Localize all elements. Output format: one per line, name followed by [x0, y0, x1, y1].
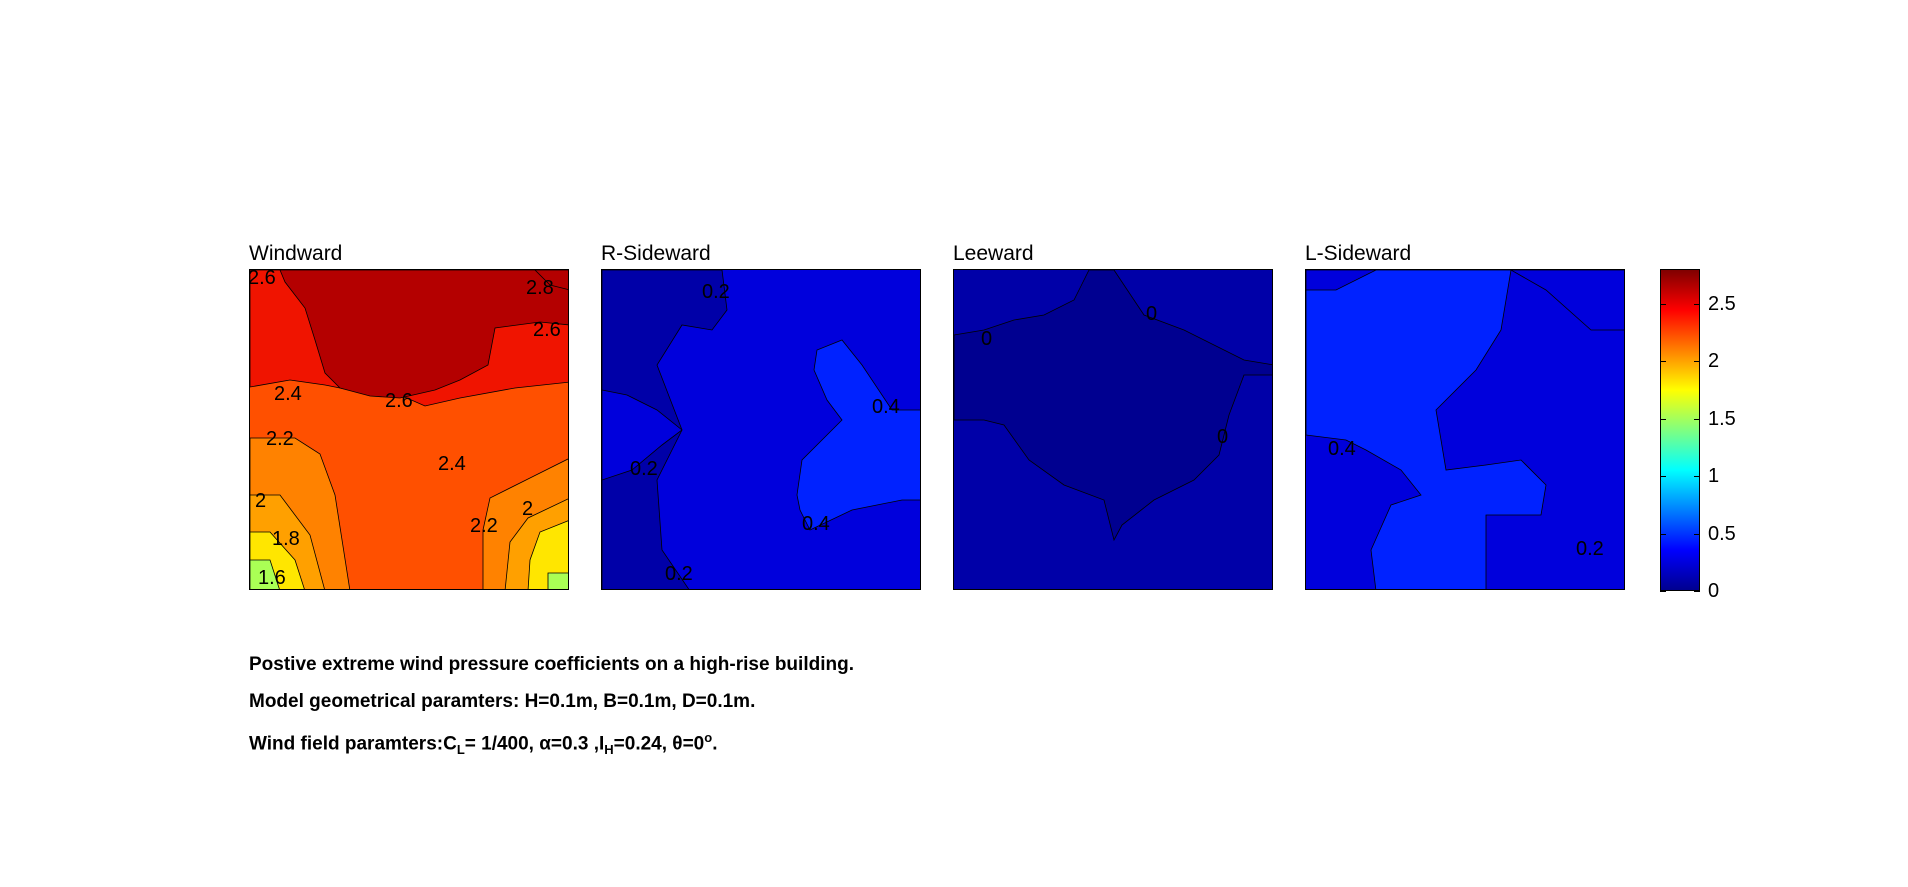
windward-label-12: 1.6 — [258, 567, 286, 589]
colorbar-tick-label-3: 1.5 — [1708, 407, 1736, 430]
colorbar-tick-mark-l-3 — [1660, 419, 1666, 420]
windward-svg: 2.6 2.8 2.6 2.4 2.6 2.2 2.4 2 1.8 2.2 2 … — [250, 270, 568, 589]
caption-line-3-a: Wind field paramters:C — [249, 733, 457, 755]
colorbar-tick-mark-l-5 — [1660, 304, 1666, 305]
l-sideward-region-0.2-top — [1306, 270, 1377, 291]
panel-title-r-sideward: R-Sideward — [601, 242, 711, 265]
r-sideward-label-1: 0.2 — [702, 281, 730, 303]
windward-contour-plot: 2.6 2.8 2.6 2.4 2.6 2.2 2.4 2 1.8 2.2 2 … — [249, 269, 569, 590]
windward-region-2.8-corner — [534, 270, 568, 290]
colorbar-tick-label-4: 2 — [1708, 350, 1720, 372]
colorbar-tick-label-5: 2.5 — [1708, 292, 1736, 315]
r-sideward-label-5: 0.2 — [665, 563, 693, 585]
leeward-svg: 0 0 0 — [954, 270, 1272, 589]
windward-label-3: 2.6 — [533, 319, 561, 341]
leeward-label-3: 0 — [1217, 426, 1228, 448]
windward-label-7: 2.4 — [438, 453, 466, 475]
colorbar-tick-label-1: 0.5 — [1708, 522, 1736, 545]
windward-region-2.8 — [279, 270, 568, 399]
colorbar-tick-mark-r-2 — [1694, 476, 1700, 477]
l-sideward-label-2: 0.2 — [1576, 538, 1604, 560]
colorbar-tick-mark-r-1 — [1694, 534, 1700, 535]
colorbar-tick-mark-l-1 — [1660, 534, 1666, 535]
caption-line-3-sub1: L — [456, 742, 465, 758]
colorbar-tick-label-0: 0 — [1708, 580, 1720, 602]
r-sideward-region-0.2-left — [602, 389, 683, 481]
panel-title-leeward: Leeward — [953, 242, 1034, 265]
colorbar-tick-mark-r-5 — [1694, 304, 1700, 305]
l-sideward-region-0.4 — [1306, 270, 1547, 589]
windward-region-1.6 — [250, 559, 280, 589]
l-sideward-region-0.2-right — [1510, 270, 1624, 331]
r-sideward-label-2: 0.4 — [872, 396, 900, 418]
colorbar-tick-mark-r-0 — [1694, 591, 1700, 592]
r-sideward-label-4: 0.4 — [802, 513, 830, 535]
leeward-contour-plot: 0 0 0 — [953, 269, 1273, 590]
colorbar-tick-mark-r-3 — [1694, 419, 1700, 420]
r-sideward-label-3: 0.2 — [630, 458, 658, 480]
caption-line-3-d: . — [712, 733, 718, 755]
l-sideward-contour-plot: 0.4 0.2 — [1305, 269, 1625, 590]
windward-label-9: 1.8 — [272, 528, 300, 550]
caption-line-2: Model geometrical paramters: H=0.1m, B=0… — [249, 691, 756, 712]
caption-line-3-sup: o — [704, 730, 713, 745]
windward-label-10: 2.2 — [470, 515, 498, 537]
colorbar-tick-mark-r-4 — [1694, 361, 1700, 362]
windward-label-2: 2.8 — [526, 277, 554, 299]
colorbar-tick-mark-l-2 — [1660, 476, 1666, 477]
windward-label-11: 2 — [522, 498, 533, 520]
panel-title-windward: Windward — [249, 242, 343, 265]
leeward-label-2: 0 — [1146, 303, 1157, 325]
caption-line-3-b: = 1/400, α=0.3 ,I — [464, 733, 605, 755]
windward-label-6: 2.2 — [266, 428, 294, 450]
colorbar-tick-mark-l-0 — [1660, 591, 1666, 592]
windward-label-8: 2 — [255, 490, 266, 512]
windward-label-5: 2.6 — [385, 390, 413, 412]
panel-title-l-sideward: L-Sideward — [1305, 242, 1412, 265]
r-sideward-region-0.4 — [796, 339, 920, 531]
caption-line-3: Wind field paramters:CL= 1/400, α=0.3 ,I… — [249, 727, 717, 761]
leeward-label-1: 0 — [981, 328, 992, 350]
windward-label-1: 2.6 — [250, 270, 276, 289]
caption-line-1: Postive extreme wind pressure coefficien… — [249, 654, 854, 675]
leeward-region-below-0 — [954, 270, 1272, 542]
l-sideward-svg: 0.4 0.2 — [1306, 270, 1624, 589]
colorbar-tick-mark-l-4 — [1660, 361, 1666, 362]
colorbar-tick-label-2: 1 — [1708, 465, 1720, 487]
l-sideward-label-1: 0.4 — [1328, 438, 1356, 460]
colorbar — [1660, 269, 1700, 591]
windward-region-1.6-right — [547, 572, 568, 589]
caption-line-3-c: =0.24, θ=0 — [613, 733, 705, 755]
r-sideward-svg: 0.2 0.4 0.2 0.4 0.2 — [602, 270, 920, 589]
caption-line-3-sub2: H — [604, 742, 614, 758]
windward-label-4: 2.4 — [274, 383, 302, 405]
r-sideward-contour-plot: 0.2 0.4 0.2 0.4 0.2 — [601, 269, 921, 590]
windward-region-1.8-right — [527, 520, 568, 589]
